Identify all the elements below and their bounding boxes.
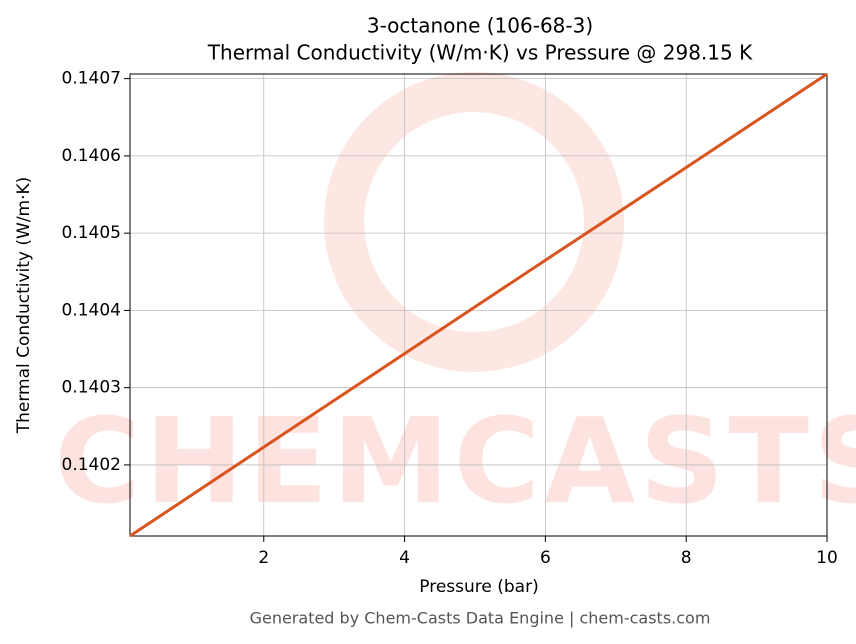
x-axis-label: Pressure (bar) bbox=[419, 577, 538, 597]
x-tick-label: 2 bbox=[258, 548, 269, 568]
y-tick-label: 0.1403 bbox=[62, 378, 121, 398]
y-tick-label: 0.1402 bbox=[62, 455, 121, 475]
chart-subtitle: Thermal Conductivity (W/m·K) vs Pressure… bbox=[207, 41, 753, 65]
x-tick-label: 6 bbox=[540, 548, 551, 568]
y-axis-label: Thermal Conductivity (W/m·K) bbox=[14, 177, 34, 435]
data-line bbox=[129, 72, 828, 538]
watermark-logo bbox=[324, 72, 624, 372]
y-tick-label: 0.1407 bbox=[62, 69, 121, 89]
footer: Generated by Chem-Casts Data Engine | ch… bbox=[250, 609, 711, 628]
x-tick-label: 10 bbox=[816, 548, 838, 568]
watermark: CHEMCASTS bbox=[54, 392, 856, 530]
chart-title: 3-octanone (106-68-3) bbox=[367, 14, 593, 38]
y-tick-label: 0.1405 bbox=[62, 223, 121, 243]
y-tick-label: 0.1404 bbox=[62, 300, 121, 320]
x-tick-label: 4 bbox=[399, 548, 410, 568]
y-tick-label: 0.1406 bbox=[62, 146, 121, 166]
x-tick-label: 8 bbox=[681, 548, 692, 568]
plot-frame bbox=[129, 73, 828, 537]
